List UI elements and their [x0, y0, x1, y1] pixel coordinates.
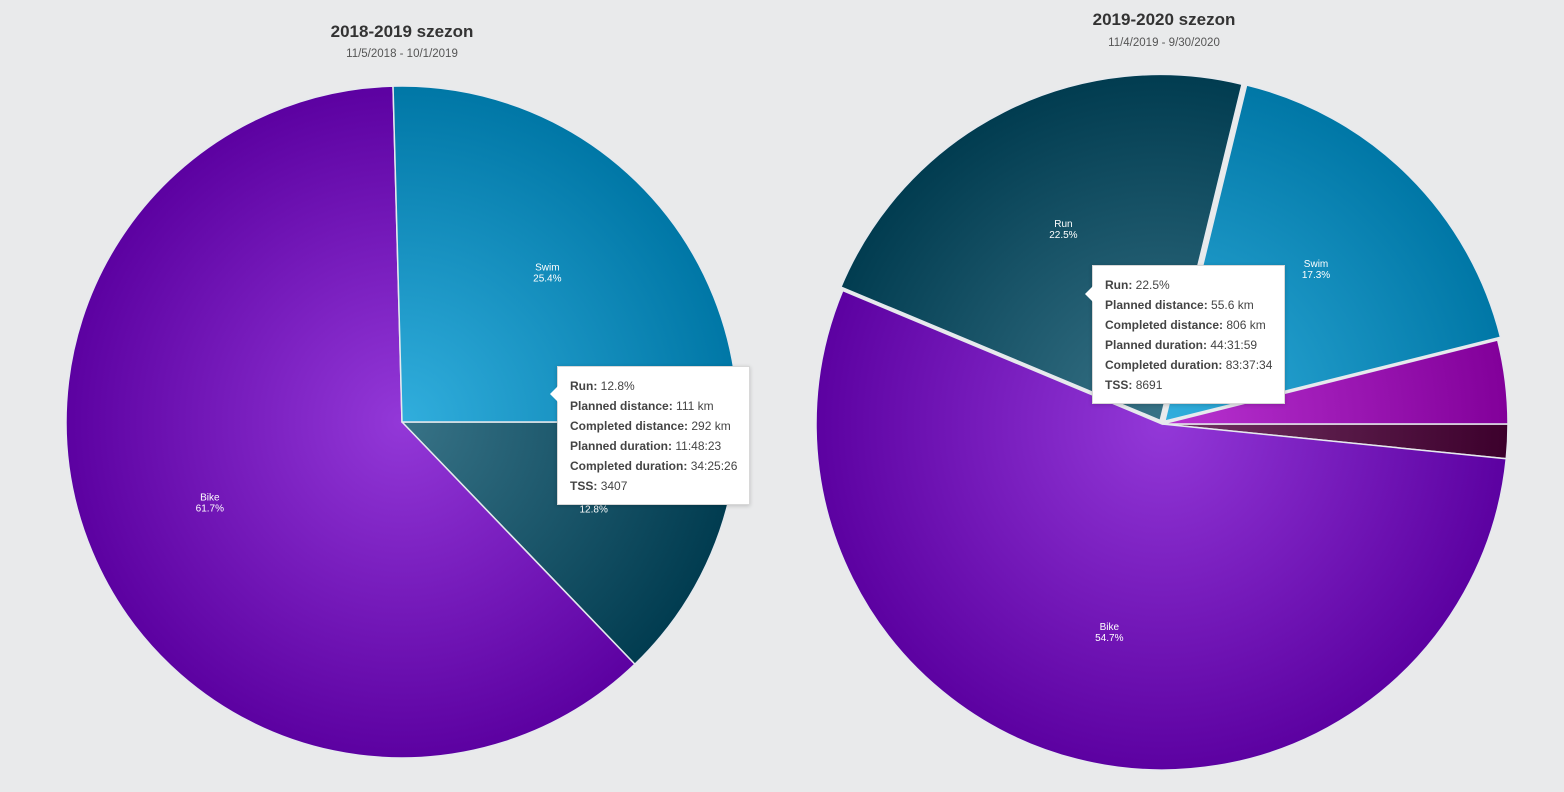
slice-name: Run — [1054, 219, 1072, 230]
pie-slice-bike[interactable] — [815, 289, 1508, 771]
chart-subtitle-2018-2019: 11/5/2018 - 10/1/2019 — [346, 48, 458, 60]
slice-label-swim: Swim 25.4% — [533, 263, 561, 285]
slice-name: Bike — [200, 492, 220, 503]
slice-percent: 61.7% — [196, 503, 224, 514]
slice-name: Bike — [1100, 622, 1120, 633]
tooltip-row: Completed duration: 34:25:26 — [570, 459, 738, 473]
tooltip-2019-2020: Run: 22.5% Planned distance: 55.6 km Com… — [1084, 265, 1286, 404]
slice-name: Swim — [535, 263, 559, 274]
slice-label-swim: Swim 17.3% — [1302, 259, 1330, 281]
slice-percent: 54.7% — [1095, 633, 1123, 644]
pie-slice-swim[interactable] — [392, 85, 739, 423]
slice-percent: 12.8% — [579, 505, 607, 516]
slice-name: Swim — [1304, 259, 1328, 270]
slice-percent: 17.3% — [1302, 270, 1330, 281]
tooltip-row: Run: 22.5% — [1105, 278, 1170, 292]
tooltip-row: Planned distance: 55.6 km — [1105, 298, 1254, 312]
slice-percent: 22.5% — [1049, 230, 1077, 241]
chart-title-2019-2020: 2019-2020 szezon — [1092, 10, 1236, 29]
tooltip-row: Planned distance: 111 km — [570, 399, 714, 413]
chart-subtitle-2019-2020: 11/4/2019 - 9/30/2020 — [1108, 37, 1220, 49]
tooltip-row: Completed distance: 292 km — [570, 419, 731, 433]
slice-label-bike: Bike 54.7% — [1095, 622, 1123, 644]
pie-chart-2019-2020: Bike 54.7% Run 22.5% Swim 17.3% — [815, 73, 1509, 771]
slice-label-run: Run 22.5% — [1049, 219, 1077, 241]
tooltip-row: Planned duration: 11:48:23 — [570, 439, 722, 453]
tooltip-row: Planned duration: 44:31:59 — [1105, 338, 1258, 352]
slice-label-bike: Bike 61.7% — [196, 492, 224, 514]
tooltip-2018-2019: Run: 12.8% Planned distance: 111 km Comp… — [549, 366, 751, 505]
tooltip-row: TSS: 3407 — [570, 479, 628, 493]
chart-title-2018-2019: 2018-2019 szezon — [330, 22, 474, 41]
tooltip-row: Completed distance: 806 km — [1105, 318, 1266, 332]
tooltip-row: TSS: 8691 — [1105, 378, 1163, 392]
tooltip-row: Run: 12.8% — [570, 379, 635, 393]
pie-slice-bike[interactable] — [65, 85, 636, 759]
tooltip-row: Completed duration: 83:37:34 — [1105, 358, 1273, 372]
slice-percent: 25.4% — [533, 274, 561, 285]
